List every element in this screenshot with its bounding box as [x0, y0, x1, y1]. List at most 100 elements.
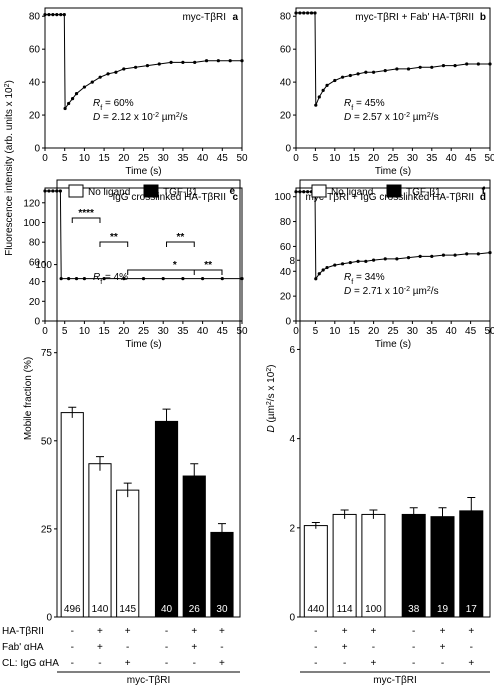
condition-sign: + [191, 642, 197, 653]
condition-sign: - [412, 658, 415, 669]
significance-bracket [71, 217, 101, 223]
bar [60, 412, 84, 618]
condition-sign: + [125, 658, 131, 669]
condition-sign: + [219, 658, 225, 669]
data-point [134, 65, 138, 69]
data-point [169, 60, 173, 64]
x-tick-label: 35 [177, 326, 189, 337]
significance-bracket [166, 241, 195, 247]
text-part: R [344, 272, 351, 283]
data-point [406, 256, 411, 260]
panel-label: e [229, 186, 235, 197]
data-point [309, 11, 314, 15]
text-part: D [266, 425, 277, 432]
x-tick-label: 5 [62, 326, 68, 337]
data-point [476, 252, 480, 256]
data-point [228, 59, 232, 63]
data-point [157, 62, 161, 66]
error-bar [409, 507, 418, 522]
text-part: ) [4, 80, 15, 83]
data-point [204, 59, 209, 63]
x-tick-label: 20 [118, 153, 130, 164]
condition-sign: - [220, 642, 223, 653]
data-point [43, 12, 47, 17]
condition-sign: + [370, 658, 376, 669]
text-part: D [344, 112, 351, 123]
data-point [58, 189, 62, 193]
count-label: 40 [161, 604, 173, 615]
text-part: = 2.57 x 10 [351, 112, 404, 123]
x-tick-label: 0 [42, 153, 48, 164]
y-tick-label: 0 [289, 613, 295, 624]
x-tick-label: 40 [197, 153, 209, 164]
panel-label: f [482, 186, 486, 197]
x-tick-label: 40 [197, 326, 209, 337]
data-point [294, 190, 298, 194]
count-label: 440 [307, 604, 324, 615]
annotation: D = 2.71 x 10-2 µm2/s [344, 286, 439, 298]
text-part: -2 [153, 112, 159, 119]
text-part: f [100, 279, 102, 286]
y-tick-label: 40 [280, 78, 292, 89]
text-part: 2 [266, 401, 273, 405]
text-part: = 60% [102, 98, 134, 109]
condition-sign: + [370, 626, 376, 637]
y-tick-label: 60 [280, 45, 292, 56]
data-point [325, 265, 329, 270]
condition-sign: - [314, 626, 317, 637]
x-tick-label: 25 [138, 326, 150, 337]
data-point [340, 262, 345, 266]
data-point [302, 11, 306, 15]
text-part: R [344, 98, 351, 109]
y-tick-label: 20 [29, 111, 41, 122]
panel-label: d [480, 192, 486, 203]
condition-sign: + [342, 642, 348, 653]
condition-sign: + [440, 642, 446, 653]
legend-label: No ligand [88, 187, 130, 198]
bar [430, 516, 455, 618]
annotation: Rf = 60% [93, 98, 134, 112]
group-label: myc-TβRI [373, 675, 417, 685]
text-part: = 2.71 x 10 [351, 286, 404, 297]
text-part: (µm [266, 405, 277, 425]
x-tick-label: 25 [387, 153, 399, 164]
text-part: = 45% [353, 98, 385, 109]
data-point [302, 190, 306, 194]
data-point [47, 12, 51, 17]
data-point [74, 92, 79, 96]
data-point [356, 259, 360, 263]
data-point [106, 72, 110, 76]
x-tick-label: 45 [217, 326, 229, 337]
x-tick-label: 15 [349, 326, 361, 337]
condition-sign: - [343, 658, 346, 669]
text-part: ) [266, 364, 277, 367]
x-tick-label: 45 [465, 153, 477, 164]
data-point [220, 277, 224, 281]
y-tick-label: 0 [46, 613, 52, 624]
x-tick-label: 5 [313, 326, 319, 337]
annotation: Rf = 34% [344, 272, 385, 286]
x-tick-label: 45 [465, 326, 477, 337]
error-bar [162, 408, 171, 434]
x-tick-label: 0 [42, 326, 48, 337]
x-tick-label: 50 [484, 153, 494, 164]
data-point [317, 95, 321, 99]
text-part: f [351, 105, 353, 112]
x-tick-label: 20 [118, 326, 130, 337]
data-point [82, 277, 86, 281]
x-tick-label: 30 [158, 326, 170, 337]
y-tick-label: 20 [29, 297, 41, 308]
legend-swatch [68, 184, 84, 198]
y-tick-label: 20 [280, 292, 292, 303]
x-tick-label: 45 [217, 153, 229, 164]
data-point [122, 67, 126, 71]
condition-sign: - [71, 658, 74, 669]
error-bar [369, 509, 378, 519]
bar [361, 513, 386, 618]
condition-sign: - [314, 642, 317, 653]
text-part: f [351, 279, 353, 286]
x-tick-label: 15 [99, 326, 111, 337]
data-point [395, 257, 399, 261]
legend-swatch [386, 184, 402, 198]
y-tick-label: 120 [23, 198, 40, 209]
